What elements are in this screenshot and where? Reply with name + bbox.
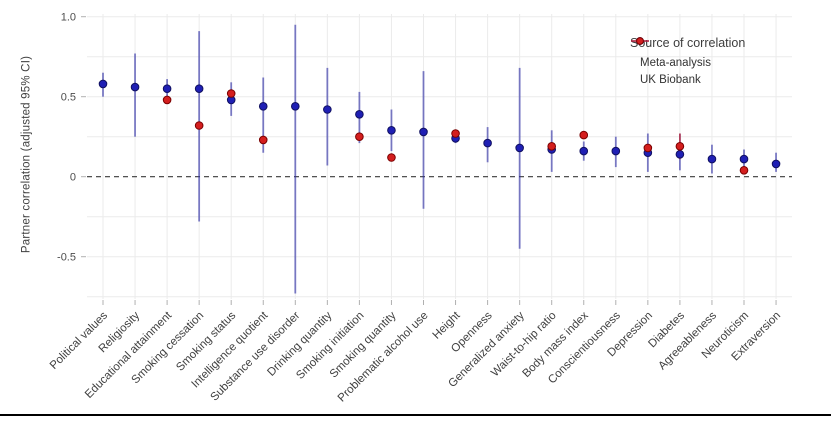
point-uk-biobank: [579, 130, 589, 140]
legend-title: Source of correlation: [630, 36, 746, 50]
legend-item-label: Meta-analysis: [640, 57, 711, 69]
point-uk-biobank: [643, 143, 653, 153]
legend-item-uk-biobank: UK Biobank: [631, 37, 745, 86]
point-uk-biobank: [162, 95, 172, 105]
point-meta-analysis: [98, 79, 108, 89]
point-meta-analysis: [707, 154, 717, 164]
x-tick-label: Political values: [48, 309, 110, 371]
point-meta-analysis: [483, 138, 492, 148]
point-uk-biobank: [675, 142, 685, 151]
legend-item-meta-analysis: Meta-analysis: [631, 37, 745, 69]
legend-item-label: UK Biobank: [640, 74, 701, 86]
y-tick-label: 1.0: [61, 12, 76, 24]
point-uk-biobank: [258, 135, 268, 145]
point-uk-biobank: [451, 129, 460, 138]
point-meta-analysis: [675, 150, 685, 159]
point-meta-analysis: [355, 110, 364, 119]
point-meta-analysis: [130, 82, 140, 92]
legend: Source of correlation Meta-analysis UK B…: [630, 36, 745, 91]
point-meta-analysis: [515, 143, 524, 153]
bottom-divider: [0, 414, 831, 417]
point-uk-biobank: [547, 142, 557, 151]
point-uk-biobank: [387, 153, 396, 162]
point-meta-analysis: [258, 102, 268, 111]
point-meta-analysis: [579, 146, 589, 156]
x-tick-label: Agreeableness: [656, 309, 719, 372]
pointrange-key-ukb-icon: [631, 37, 649, 45]
point-meta-analysis: [291, 102, 300, 111]
point-uk-biobank: [226, 89, 236, 98]
point-uk-biobank: [739, 166, 749, 175]
point-meta-analysis: [419, 127, 428, 137]
point-meta-analysis: [771, 159, 781, 169]
point-meta-analysis: [739, 154, 749, 164]
point-uk-biobank: [194, 121, 204, 130]
point-meta-analysis: [323, 105, 332, 114]
y-tick-label: 0: [70, 172, 76, 184]
point-meta-analysis: [194, 84, 204, 93]
point-meta-analysis: [162, 84, 172, 93]
y-tick-label: -0.5: [57, 252, 76, 264]
point-meta-analysis: [611, 146, 621, 156]
point-meta-analysis: [387, 126, 396, 135]
y-axis-title: Partner correlation (adjusted 95% CI): [20, 55, 33, 254]
y-tick-label: 0.5: [61, 92, 76, 104]
point-uk-biobank: [355, 132, 364, 141]
